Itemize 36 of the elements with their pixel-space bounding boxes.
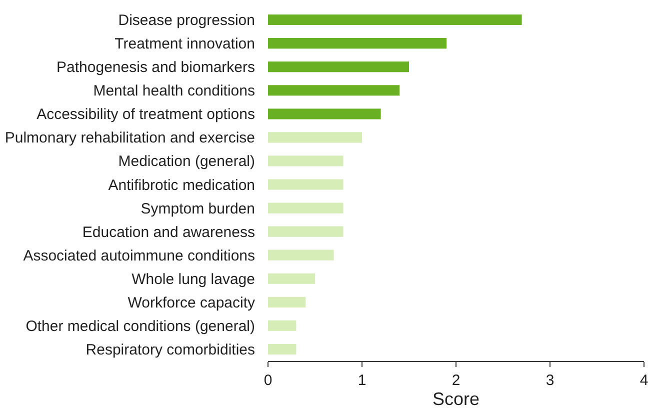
y-tick-label: Whole lung lavage [132, 270, 255, 288]
bar [268, 320, 296, 331]
bar [268, 226, 344, 237]
bar [268, 202, 344, 214]
bar [268, 344, 296, 355]
bar [268, 296, 306, 308]
bar [268, 179, 344, 190]
y-tick-label: Associated autoimmune conditions [23, 247, 255, 264]
x-tick-label: 4 [640, 372, 648, 389]
x-tick-label: 2 [452, 372, 460, 389]
y-tick-label: Medication (general) [118, 153, 255, 170]
bar [268, 62, 409, 72]
bar [268, 38, 447, 49]
y-tick-label: Accessibility of treatment options [36, 106, 255, 124]
bar [268, 85, 400, 96]
bar [268, 108, 381, 120]
bar [268, 132, 362, 143]
x-tick-label: 0 [264, 372, 272, 389]
x-tick-label: 3 [546, 372, 554, 389]
y-tick-label: Other medical conditions (general) [26, 318, 255, 335]
y-tick-label: Symptom burden [140, 200, 255, 218]
x-axis-title: Score [432, 389, 480, 410]
bar [268, 156, 344, 166]
bar [268, 250, 334, 260]
y-tick-label: Disease progression [118, 12, 255, 30]
bar [268, 14, 522, 26]
bar [268, 273, 315, 284]
y-tick-label: Mental health conditions [93, 82, 255, 100]
y-tick-label: Workforce capacity [128, 294, 256, 312]
x-tick-label: 1 [358, 372, 366, 389]
y-tick-label: Pathogenesis and biomarkers [56, 59, 255, 76]
y-tick-label: Education and awareness [82, 224, 255, 241]
y-tick-label: Pulmonary rehabilitation and exercise [4, 130, 255, 147]
y-tick-label: Antifibrotic medication [108, 176, 255, 194]
y-tick-label: Respiratory comorbidities [86, 341, 255, 358]
y-tick-label: Treatment innovation [114, 36, 255, 53]
